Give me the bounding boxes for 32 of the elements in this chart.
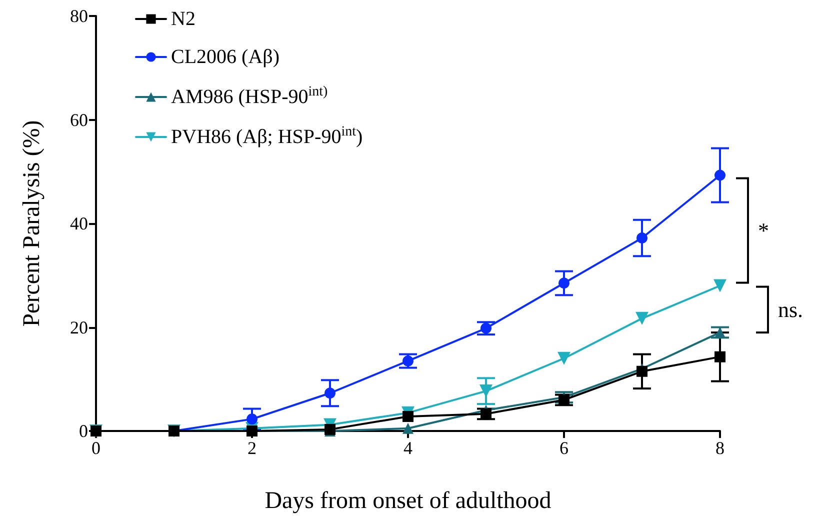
y-tick-label: 80 bbox=[70, 6, 88, 26]
x-tick-label: 2 bbox=[248, 438, 256, 458]
point bbox=[558, 278, 570, 289]
y-tick-label: 20 bbox=[70, 317, 88, 338]
y-tick-label: 40 bbox=[70, 214, 88, 234]
x-tick-label: 8 bbox=[716, 438, 724, 458]
point bbox=[714, 170, 726, 181]
point bbox=[636, 312, 648, 325]
point bbox=[402, 422, 414, 434]
point bbox=[480, 322, 492, 334]
point bbox=[324, 388, 336, 399]
legend-label: N2 bbox=[171, 8, 196, 30]
point bbox=[402, 410, 414, 422]
point bbox=[636, 232, 648, 244]
point bbox=[714, 351, 726, 362]
x-axis-title: Days from onset of adulthood bbox=[264, 488, 552, 514]
y-axis-title: Percent Paralysis (%) bbox=[19, 120, 45, 327]
x-tick-label: 4 bbox=[404, 438, 412, 458]
point bbox=[714, 279, 726, 292]
point bbox=[636, 366, 648, 377]
point bbox=[558, 352, 570, 365]
y-tick-label: 60 bbox=[70, 110, 88, 130]
point bbox=[558, 394, 570, 406]
point bbox=[480, 408, 492, 420]
y-tick-label: 0 bbox=[79, 421, 88, 441]
point bbox=[246, 414, 258, 425]
text: * bbox=[758, 218, 769, 244]
legend-label: CL2006 (Aβ) bbox=[171, 46, 280, 68]
point bbox=[402, 355, 414, 366]
text: ns. bbox=[778, 297, 804, 322]
x-tick-label: 0 bbox=[92, 438, 100, 458]
x-tick-label: 6 bbox=[560, 438, 568, 458]
